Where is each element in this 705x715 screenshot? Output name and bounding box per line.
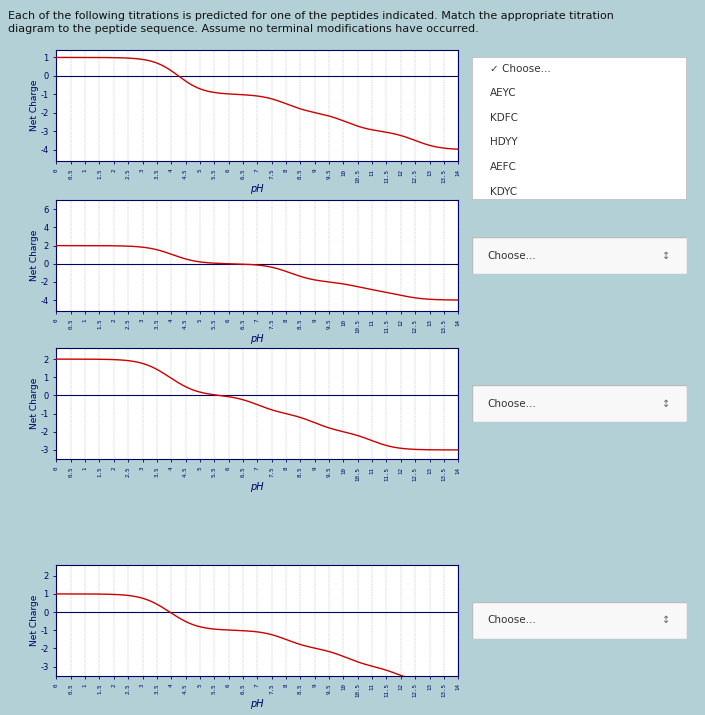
Y-axis label: Net Charge: Net Charge: [30, 378, 39, 429]
X-axis label: pH: pH: [250, 184, 264, 194]
Text: KDFC: KDFC: [489, 113, 517, 123]
Y-axis label: Net Charge: Net Charge: [30, 230, 39, 281]
FancyBboxPatch shape: [472, 237, 687, 275]
Text: Choose...: Choose...: [487, 616, 536, 625]
FancyBboxPatch shape: [472, 57, 687, 200]
X-axis label: pH: pH: [250, 334, 264, 344]
Y-axis label: Net Charge: Net Charge: [30, 595, 39, 646]
X-axis label: pH: pH: [250, 699, 264, 709]
Text: Choose...: Choose...: [487, 251, 536, 260]
Text: AEFC: AEFC: [489, 162, 517, 172]
FancyBboxPatch shape: [472, 385, 687, 422]
Text: KDYC: KDYC: [489, 187, 517, 197]
Text: ↕: ↕: [662, 399, 670, 408]
X-axis label: pH: pH: [250, 482, 264, 492]
FancyBboxPatch shape: [472, 602, 687, 639]
Text: ↕: ↕: [662, 251, 670, 260]
Text: ✓ Choose...: ✓ Choose...: [489, 64, 551, 74]
Text: Each of the following titrations is predicted for one of the peptides indicated.: Each of the following titrations is pred…: [8, 11, 614, 34]
Text: ↕: ↕: [662, 616, 670, 625]
Text: HDYY: HDYY: [489, 137, 517, 147]
Text: Choose...: Choose...: [487, 399, 536, 408]
Y-axis label: Net Charge: Net Charge: [30, 80, 39, 131]
Text: AEYC: AEYC: [489, 88, 516, 98]
